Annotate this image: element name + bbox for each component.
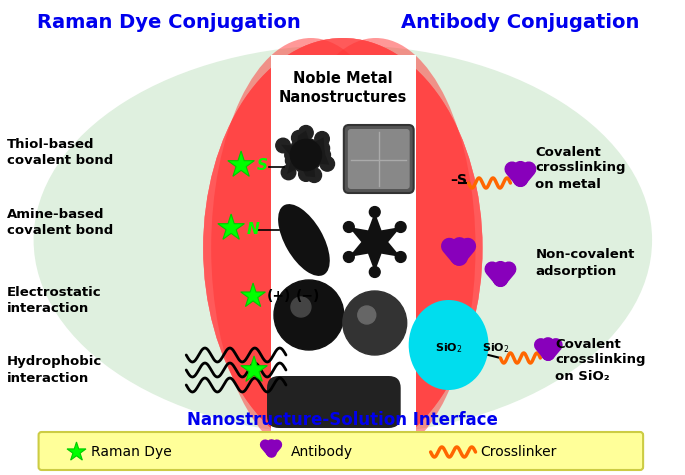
Text: Non-covalent
adsorption: Non-covalent adsorption: [536, 248, 635, 277]
Text: –S: –S: [451, 173, 468, 187]
Text: Covalent
crosslinking
on SiO₂: Covalent crosslinking on SiO₂: [556, 338, 646, 382]
Text: (−): (−): [296, 289, 321, 303]
Circle shape: [343, 252, 354, 262]
Circle shape: [292, 131, 306, 145]
FancyBboxPatch shape: [344, 125, 414, 193]
Circle shape: [306, 154, 320, 169]
Ellipse shape: [409, 300, 488, 390]
Polygon shape: [67, 442, 86, 460]
Polygon shape: [281, 131, 329, 177]
Ellipse shape: [203, 38, 482, 458]
Ellipse shape: [211, 38, 411, 458]
Circle shape: [315, 141, 329, 155]
Ellipse shape: [276, 38, 475, 458]
Circle shape: [274, 280, 344, 350]
FancyBboxPatch shape: [267, 376, 401, 428]
Text: Thiol-based
covalent bond: Thiol-based covalent bond: [7, 137, 113, 167]
Circle shape: [320, 157, 334, 171]
FancyBboxPatch shape: [38, 432, 643, 470]
Polygon shape: [218, 214, 245, 239]
Circle shape: [316, 148, 330, 162]
Ellipse shape: [203, 38, 482, 458]
Text: Crosslinker: Crosslinker: [480, 445, 557, 459]
Circle shape: [307, 168, 321, 182]
Circle shape: [286, 153, 300, 168]
Circle shape: [395, 252, 406, 262]
Circle shape: [291, 140, 306, 155]
Circle shape: [343, 222, 354, 232]
Text: S: S: [257, 159, 268, 173]
Text: Covalent
crosslinking
on metal: Covalent crosslinking on metal: [536, 145, 626, 190]
Circle shape: [282, 165, 296, 180]
Polygon shape: [240, 283, 265, 306]
FancyBboxPatch shape: [348, 129, 410, 189]
Text: Raman Dye Conjugation: Raman Dye Conjugation: [38, 12, 301, 31]
Text: N: N: [247, 221, 260, 237]
Text: Nanostructure-Solution Interface: Nanostructure-Solution Interface: [188, 411, 498, 429]
Bar: [271, 55, 416, 435]
Text: SiO$_2$: SiO$_2$: [435, 341, 462, 355]
Ellipse shape: [203, 38, 482, 458]
Text: Electrostatic
interaction: Electrostatic interaction: [7, 285, 101, 314]
Text: Antibody Conjugation: Antibody Conjugation: [401, 12, 640, 31]
Text: (+): (+): [267, 289, 291, 303]
Circle shape: [358, 306, 376, 324]
Text: Amine-based
covalent bond: Amine-based covalent bond: [7, 208, 113, 237]
Circle shape: [299, 167, 313, 181]
Circle shape: [285, 148, 299, 162]
Text: Antibody: Antibody: [291, 445, 353, 459]
Polygon shape: [240, 356, 267, 381]
Circle shape: [290, 139, 321, 171]
Circle shape: [395, 222, 406, 232]
Polygon shape: [349, 212, 401, 272]
Text: SiO$_2$: SiO$_2$: [482, 341, 510, 355]
Circle shape: [342, 291, 407, 355]
Text: Raman Dye: Raman Dye: [92, 445, 172, 459]
Ellipse shape: [34, 45, 652, 435]
Polygon shape: [228, 151, 254, 176]
Circle shape: [315, 132, 329, 146]
Circle shape: [302, 139, 317, 153]
Circle shape: [295, 157, 309, 172]
Text: Hydrophobic
interaction: Hydrophobic interaction: [7, 355, 102, 384]
Circle shape: [299, 125, 313, 140]
Circle shape: [291, 297, 311, 317]
Circle shape: [369, 266, 380, 277]
Ellipse shape: [278, 204, 329, 276]
Circle shape: [276, 138, 290, 153]
Circle shape: [369, 207, 380, 218]
Text: Noble Metal
Nanostructures: Noble Metal Nanostructures: [279, 71, 407, 105]
